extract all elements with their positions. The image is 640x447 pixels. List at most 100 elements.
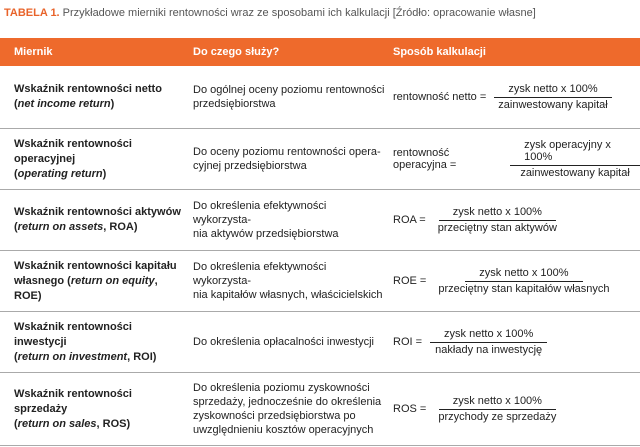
measure-suffix: , ROE) [14, 274, 158, 302]
table-row: Wskaźnik rentowności aktywów (return on a… [0, 190, 640, 251]
purpose-line: uwzględnieniu kosztów operacyjnych [193, 424, 374, 436]
purpose-line: nia kapitałów własnych, właścicielskich [193, 289, 383, 301]
formula-cell: ROS = zysk netto x 100% przychody ze sprze… [385, 394, 640, 424]
numerator: zysk netto x 100% [465, 266, 583, 282]
denominator: przeciętny stan kapitałów własnych [438, 283, 610, 295]
measure-prefix: ( [14, 417, 18, 430]
measure-name: Wskaźnik rentowności aktywów [14, 206, 181, 218]
table-row: Wskaźnik rentowności kapitału własnego (r… [0, 251, 640, 312]
denominator: nakłady na inwestycję [435, 344, 543, 356]
purpose-line: Do określenia poziomu zyskowności [193, 382, 370, 394]
measure-term: return on equity [70, 274, 155, 287]
purpose-line: przedsiębiorstwa [193, 98, 276, 110]
formula-lhs: ROA = [393, 214, 426, 226]
numerator: zysk netto x 100% [438, 205, 556, 221]
measure-name: Wskaźnik rentowności operacyjnej [14, 137, 132, 165]
fraction: zysk netto x 100% przeciętny stan aktywów [434, 205, 561, 235]
measure-term: return on investment [17, 350, 128, 363]
measure-name: Wskaźnik rentowności sprzedaży [14, 387, 132, 415]
formula-lhs: rentowność netto = [393, 91, 487, 103]
measure-cell: Wskaźnik rentowności operacyjnej (operati… [0, 137, 185, 182]
numerator: zysk netto x 100% [430, 327, 548, 343]
measure-term: net income return [17, 98, 111, 110]
numerator: zysk netto x 100% [494, 82, 612, 98]
fraction: zysk netto x 100% przeciętny stan kapitał… [434, 266, 613, 296]
table-row: Wskaźnik rentowności netto (net income re… [0, 66, 640, 129]
table-row: Wskaźnik rentowności inwestycji (return o… [0, 312, 640, 373]
measure-suffix: , ROS) [96, 417, 131, 430]
measure-suffix: , ROA) [103, 221, 138, 233]
formula-cell: ROI = zysk netto x 100% nakłady na inwesty… [385, 327, 640, 357]
fraction: zysk netto x 100% przychody ze sprzedaży [434, 394, 560, 424]
purpose-cell: Do określenia efektywności wykorzysta-ni… [185, 260, 385, 302]
measure-english: (return on investment, ROI) [14, 350, 185, 365]
measure-cell: Wskaźnik rentowności inwestycji (return o… [0, 320, 185, 365]
purpose-line: zyskowności przedsiębiorstwa po [193, 410, 356, 422]
purpose-cell: Do określenia opłacalności inwestycji [185, 335, 385, 349]
measure-english: (net income return) [14, 97, 185, 112]
measure-english: (operating return) [14, 167, 185, 182]
measure-name: Wskaźnik rentowności inwestycji [14, 320, 132, 348]
denominator: zainwestowany kapitał [520, 167, 630, 179]
purpose-line: Do określenia efektywności wykorzysta- [193, 261, 327, 287]
measure-cell: Wskaźnik rentowności kapitału własnego (r… [0, 259, 185, 304]
table-header: Miernik Do czego służy? Sposób kalkulacj… [0, 38, 640, 66]
measure-term: return on sales [17, 417, 97, 430]
caption-label: TABELA 1. [4, 7, 60, 19]
measure-prefix: ( [14, 221, 18, 233]
caption-text: Przykładowe mierniki rentowności wraz ze… [62, 7, 536, 19]
header-cell: Miernik [14, 46, 53, 58]
measure-prefix: własnego ( [14, 274, 71, 287]
purpose-line: Do ogólnej oceny poziomu rentowności [193, 84, 385, 96]
numerator: zysk netto x 100% [438, 394, 556, 410]
measure-suffix: ) [102, 167, 107, 180]
table-row: Wskaźnik rentowności sprzedaży (return on… [0, 373, 640, 446]
numerator: zysk operacyjny x 100% [510, 138, 640, 166]
measure-prefix: ( [14, 167, 18, 180]
denominator: przeciętny stan aktywów [437, 222, 557, 234]
header-cell: Do czego służy? [193, 46, 280, 58]
caption: TABELA 1. Przykładowe mierniki rentownośc… [4, 7, 536, 19]
purpose-line: nia aktywów przedsiębiorstwa [193, 228, 339, 240]
formula-cell: ROA = zysk netto x 100% przeciętny stan ak… [385, 205, 640, 235]
purpose-cell: Do oceny poziomu rentowności opera-cyjne… [185, 145, 385, 173]
fraction: zysk operacyjny x 100% zainwestowany kapi… [510, 138, 640, 180]
table: Miernik Do czego służy? Sposób kalkulacj… [0, 38, 640, 446]
measure-name: Wskaźnik rentowności kapitału [14, 259, 177, 272]
purpose-line: cyjnej przedsiębiorstwa [193, 160, 307, 172]
formula-lhs: ROI = [393, 336, 423, 348]
table-row: Wskaźnik rentowności operacyjnej (operati… [0, 129, 640, 190]
formula-lhs: ROE = [393, 275, 427, 287]
header-cell: Sposób kalkulacji [393, 46, 486, 58]
formula-cell: ROE = zysk netto x 100% przeciętny stan ka… [385, 266, 640, 296]
measure-prefix: ( [14, 350, 18, 363]
purpose-line: Do określenia opłacalności inwestycji [193, 336, 374, 348]
measure-cell: Wskaźnik rentowności netto (net income re… [0, 82, 185, 112]
measure-english: (return on sales, ROS) [14, 417, 185, 432]
denominator: przychody ze sprzedaży [438, 411, 557, 423]
formula-lhs: ROS = [393, 403, 427, 415]
purpose-cell: Do ogólnej oceny poziomu rentowności prze… [185, 83, 385, 111]
measure-name: Wskaźnik rentowności netto [14, 83, 162, 95]
measure-term: operating return [17, 167, 103, 180]
purpose-line: Do określenia efektywności wykorzysta- [193, 200, 327, 226]
measure-suffix: , ROI) [127, 350, 157, 363]
fraction: zysk netto x 100% nakłady na inwestycję [430, 327, 548, 357]
formula-cell: rentowność operacyjna = zysk operacyjny x… [385, 138, 640, 180]
denominator: zainwestowany kapitał [498, 99, 608, 111]
measure-prefix: ( [14, 98, 18, 110]
measure-term: return on assets [17, 221, 104, 233]
fraction: zysk netto x 100% zainwestowany kapitał [494, 82, 612, 112]
purpose-line: sprzedaży, jednocześnie do określenia [193, 396, 382, 408]
purpose-line: Do oceny poziomu rentowności opera- [193, 146, 381, 158]
measure-cell: Wskaźnik rentowności aktywów (return on a… [0, 205, 185, 235]
measure-english: własnego (return on equity, ROE) [14, 274, 185, 304]
measure-suffix: ) [110, 98, 115, 110]
formula-lhs: rentowność operacyjna = [393, 147, 457, 171]
measure-english: (return on assets, ROA) [14, 220, 185, 235]
purpose-cell: Do określenia efektywności wykorzysta-ni… [185, 199, 385, 241]
formula-cell: rentowność netto = zysk netto x 100% zainw… [385, 82, 640, 112]
measure-cell: Wskaźnik rentowności sprzedaży (return on… [0, 387, 185, 432]
purpose-cell: Do określenia poziomu zyskowności sprzeda… [185, 381, 385, 437]
